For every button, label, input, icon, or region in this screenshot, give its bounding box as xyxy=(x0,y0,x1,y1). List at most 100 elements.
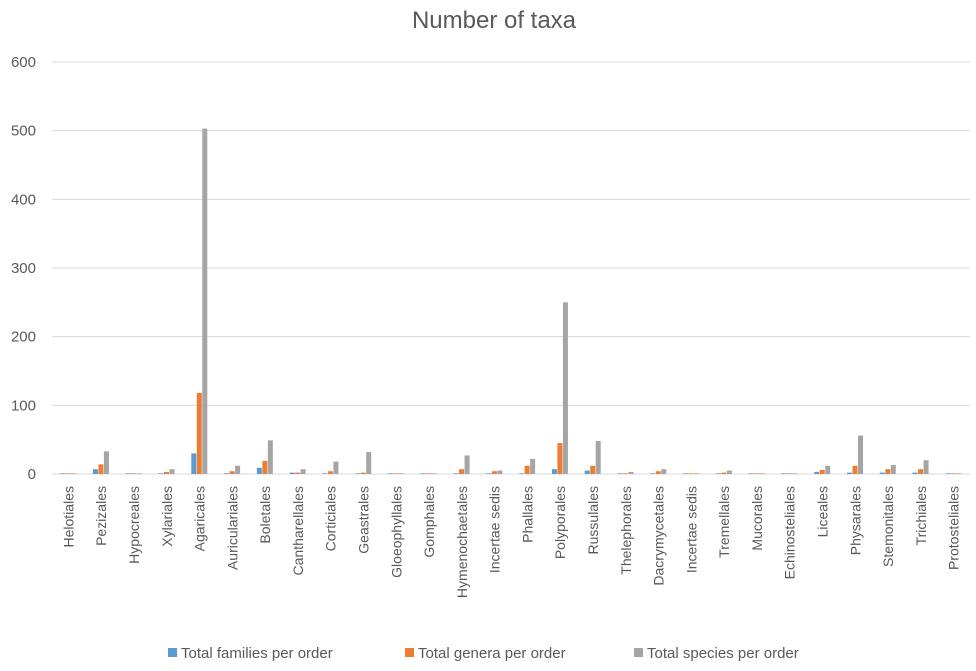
bar xyxy=(169,469,175,474)
bar xyxy=(355,473,361,474)
bar xyxy=(158,473,164,474)
bar xyxy=(71,473,77,474)
bar xyxy=(267,440,273,474)
bar xyxy=(683,473,689,474)
bar xyxy=(781,473,787,474)
x-category-label: Hypocreales xyxy=(126,486,142,564)
bar xyxy=(557,443,563,474)
bar xyxy=(426,473,432,474)
bar xyxy=(562,302,568,474)
x-category-label: Tremellales xyxy=(716,486,732,558)
x-category-label: Xylariales xyxy=(159,486,175,547)
bar xyxy=(224,473,230,474)
bar xyxy=(202,128,208,474)
x-category-label: Physarales xyxy=(847,486,863,555)
bar xyxy=(584,470,590,474)
bar xyxy=(551,469,557,474)
x-category-label: Pezizales xyxy=(93,486,109,546)
x-category-label: Phallales xyxy=(519,486,535,543)
legend: Total families per order Total genera per… xyxy=(168,645,799,662)
bar xyxy=(60,473,66,474)
bar xyxy=(327,471,333,474)
bar xyxy=(98,464,104,474)
bar xyxy=(491,471,497,474)
bar xyxy=(694,473,700,474)
y-tick-label: 100 xyxy=(11,397,36,414)
bar xyxy=(530,458,536,474)
x-category-label: Gloeophyllales xyxy=(388,486,404,578)
bar xyxy=(792,473,798,474)
bar xyxy=(524,465,530,474)
bar xyxy=(229,471,235,474)
bar xyxy=(918,469,924,474)
y-tick-label: 200 xyxy=(11,329,36,346)
bar xyxy=(519,473,525,474)
bar xyxy=(333,461,339,474)
x-category-label: Russulales xyxy=(585,486,601,554)
bar xyxy=(847,472,852,474)
x-category-label: Gomphales xyxy=(421,486,437,558)
legend-label: Total genera per order xyxy=(418,645,566,662)
x-category-label: Boletales xyxy=(257,486,273,544)
legend-swatch xyxy=(405,648,414,657)
bar xyxy=(393,473,399,474)
bar xyxy=(956,473,962,474)
bar xyxy=(459,469,465,474)
x-category-label: Corticiales xyxy=(323,486,339,551)
bar xyxy=(754,473,760,474)
x-category-label: Dacrymycetales xyxy=(651,486,667,586)
bar xyxy=(890,465,896,474)
bar xyxy=(125,473,131,474)
bar xyxy=(923,460,929,474)
x-category-label: Trichiales xyxy=(913,486,929,545)
bar xyxy=(759,473,765,474)
x-category-label: Incertae sedis xyxy=(683,486,699,573)
legend-swatch xyxy=(168,648,177,657)
bar xyxy=(388,473,393,474)
bar xyxy=(650,473,656,474)
x-category-label: Protosteliales xyxy=(946,486,962,570)
bar xyxy=(92,469,98,474)
bar xyxy=(256,467,262,474)
bar xyxy=(814,471,820,474)
y-tick-label: 500 xyxy=(11,123,36,140)
bar xyxy=(453,473,459,474)
bar xyxy=(464,455,470,474)
x-category-label: Incertae sedis xyxy=(487,486,503,573)
y-tick-label: 0 xyxy=(28,466,36,483)
bar xyxy=(164,471,169,474)
x-category-label: Thelephorales xyxy=(618,486,634,575)
x-category-label: Agaricales xyxy=(192,486,208,551)
bar xyxy=(486,473,492,474)
bar xyxy=(786,473,792,474)
x-category-label: Stemonitales xyxy=(880,486,896,567)
bar xyxy=(879,472,885,474)
bar xyxy=(300,469,306,474)
bars xyxy=(60,128,962,474)
y-tick-label: 600 xyxy=(11,54,36,71)
x-category-label: Hymenochaetales xyxy=(454,486,470,598)
bar xyxy=(131,473,137,474)
bar xyxy=(715,473,721,474)
x-category-label: Cantharellales xyxy=(290,486,306,576)
x-axis-categories: Helotiales Pezizales Hypocreales Xylariales… xyxy=(60,486,961,598)
bar xyxy=(617,473,623,474)
bar xyxy=(726,470,732,474)
legend-swatch xyxy=(634,648,643,657)
bar xyxy=(945,473,951,474)
gridlines xyxy=(52,61,970,475)
bar xyxy=(655,471,661,474)
bar xyxy=(322,473,328,474)
bar xyxy=(595,441,601,474)
bar xyxy=(623,473,628,474)
chart-title: Number of taxa xyxy=(412,7,577,34)
bar xyxy=(420,473,426,474)
bar xyxy=(103,451,109,474)
y-tick-label: 300 xyxy=(11,260,36,277)
x-category-label: Liceales xyxy=(814,486,830,537)
bar xyxy=(65,473,71,474)
bar xyxy=(721,472,727,474)
y-tick-label: 400 xyxy=(11,191,36,208)
x-category-label: Polyporales xyxy=(552,486,568,559)
x-category-label: Auriculariales xyxy=(224,486,240,570)
